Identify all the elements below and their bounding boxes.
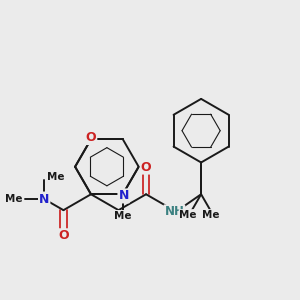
Text: N: N [39, 193, 50, 206]
Text: Me: Me [5, 194, 22, 204]
Text: NH: NH [164, 205, 184, 218]
Text: O: O [58, 229, 69, 242]
Text: Me: Me [114, 211, 131, 221]
Text: O: O [86, 131, 96, 144]
Text: Me: Me [202, 210, 219, 220]
Text: O: O [141, 160, 152, 174]
Text: N: N [118, 189, 129, 203]
Text: Me: Me [179, 210, 197, 220]
Text: Me: Me [47, 172, 64, 182]
